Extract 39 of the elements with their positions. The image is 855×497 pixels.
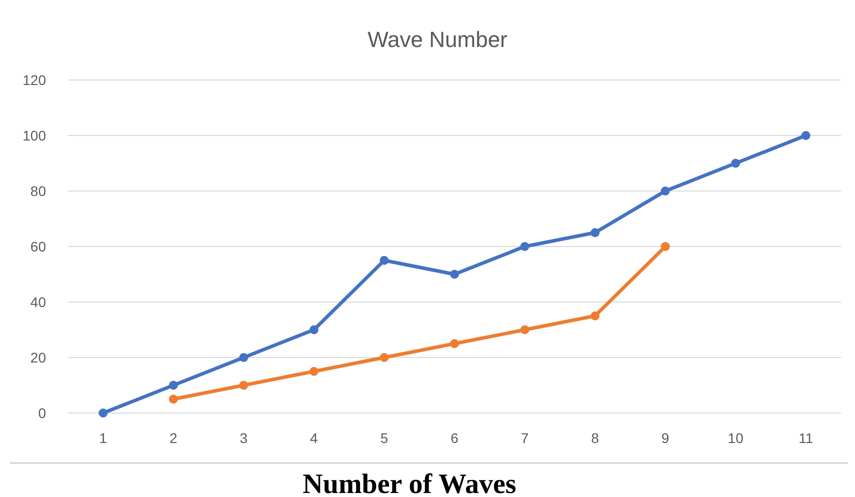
x-tick-label: 7 [520, 430, 529, 446]
x-tick-label: 1 [99, 430, 108, 446]
x-tick-label: 8 [591, 430, 600, 446]
point [380, 256, 389, 265]
point [520, 242, 530, 251]
chart-title: Wave Number [368, 27, 508, 52]
point [660, 186, 670, 196]
point [590, 311, 600, 320]
y-tick-label: 20 [30, 350, 46, 366]
point [801, 131, 810, 140]
point [450, 339, 459, 348]
point [239, 380, 248, 390]
x-tick-label: 4 [310, 430, 318, 446]
x-tick-label: 9 [661, 430, 670, 446]
x-tick-label: 3 [240, 430, 248, 446]
x-tick-label: 11 [798, 430, 814, 446]
point [309, 325, 318, 334]
y-tick-label: 40 [30, 294, 46, 310]
x-axis-title: Number of Waves [302, 469, 516, 497]
point [450, 270, 459, 279]
y-tick-label: 120 [22, 72, 46, 88]
point [168, 394, 178, 404]
point [239, 353, 248, 362]
point [731, 158, 740, 168]
point [380, 353, 389, 362]
x-tick-label: 2 [170, 430, 178, 446]
point [98, 408, 108, 418]
y-tick-label: 0 [38, 405, 46, 421]
y-tick-label: 60 [30, 238, 46, 254]
point [520, 325, 530, 334]
x-tick-label: 5 [380, 430, 388, 446]
point [590, 228, 600, 238]
point [309, 366, 318, 376]
point [660, 242, 670, 251]
point [168, 380, 178, 390]
y-tick-label: 80 [30, 183, 46, 199]
y-tick-label: 100 [22, 128, 46, 144]
x-tick-label: 10 [728, 430, 744, 446]
x-tick-label: 6 [450, 430, 459, 446]
